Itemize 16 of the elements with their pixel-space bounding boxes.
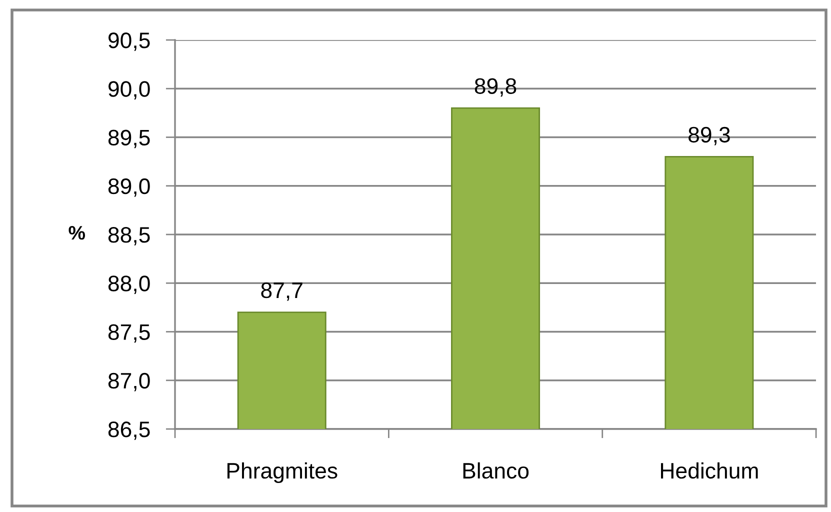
data-label: 87,7 [261,282,302,301]
y-tick-label: 89,0 [108,178,150,197]
y-tick-label: 87,0 [108,372,150,392]
y-tick-label: 90,5 [108,32,150,51]
x-tick-label: Hedichum [661,462,758,479]
y-axis-title: % [68,226,86,240]
x-tick-label: Phragmites [227,462,338,484]
data-label: 89,8 [474,78,516,97]
y-tick-label: 88,0 [108,276,150,294]
y-tick-label: 86,5 [108,422,150,440]
y-tick-label: 88,5 [108,227,150,246]
data-label: 89,3 [688,126,730,146]
x-tick-label: Blanco [463,462,529,479]
y-tick-label: 87,5 [108,324,150,343]
y-tick-label: 89,5 [108,130,150,148]
y-tick-label: 90,0 [108,81,150,100]
